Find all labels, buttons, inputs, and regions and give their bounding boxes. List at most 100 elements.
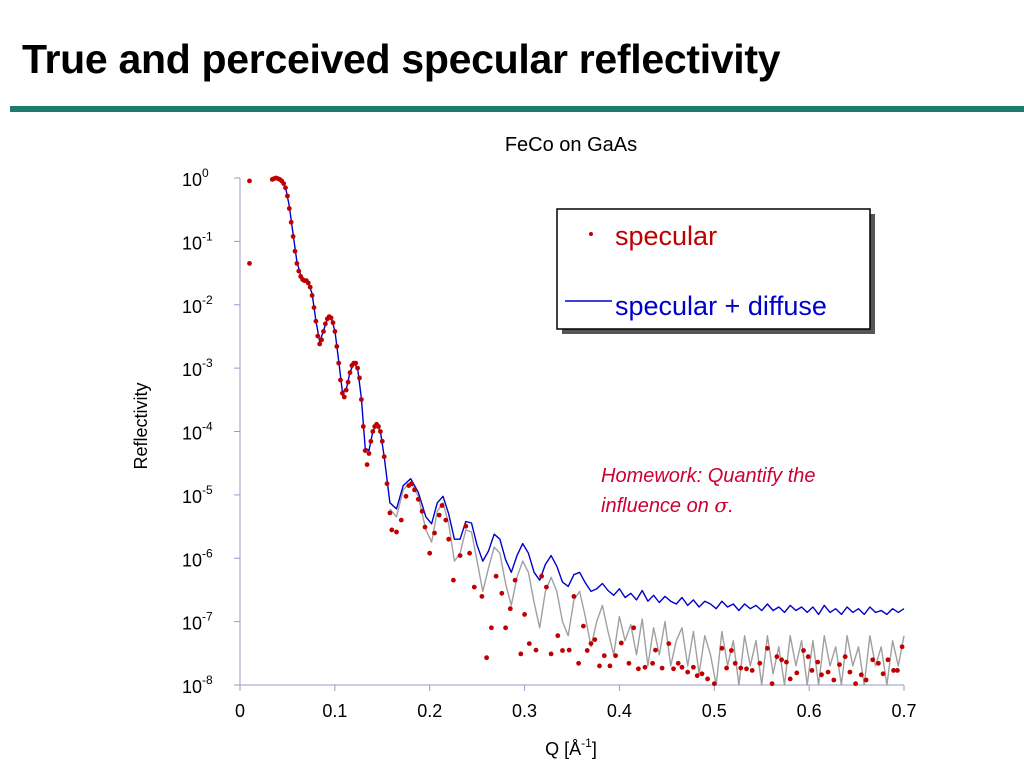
data-point <box>876 660 881 666</box>
data-point <box>338 377 343 383</box>
data-point <box>571 594 577 599</box>
y-tick-exponent: -2 <box>202 293 213 307</box>
data-point <box>463 523 469 529</box>
data-point <box>801 648 806 653</box>
data-point <box>394 529 399 535</box>
data-point <box>334 344 340 349</box>
data-point <box>653 647 658 653</box>
data-point <box>618 640 624 646</box>
data-point <box>286 206 292 211</box>
series-specular-points <box>247 175 905 687</box>
y-tick-base: 10 <box>182 170 202 190</box>
data-point <box>443 517 449 523</box>
data-point <box>899 644 905 650</box>
data-point <box>309 293 315 298</box>
data-point <box>607 663 613 669</box>
data-point <box>294 261 300 266</box>
data-point <box>359 397 364 402</box>
data-point <box>597 663 602 669</box>
data-point <box>757 660 763 666</box>
data-point <box>539 573 544 579</box>
y-tick-label: 10-8 <box>182 673 213 697</box>
data-point <box>489 625 494 631</box>
y-tick-exponent: -1 <box>202 229 213 243</box>
data-point <box>360 424 366 429</box>
x-tick-label: 0.4 <box>607 701 632 721</box>
data-point <box>471 584 477 590</box>
slide-title: True and perceived specular reflectivity <box>22 36 781 82</box>
y-tick-base: 10 <box>182 233 202 253</box>
data-point <box>317 341 323 347</box>
data-point <box>659 665 665 671</box>
data-point <box>439 503 445 508</box>
x-tick-label: 0.7 <box>891 701 916 721</box>
data-point <box>885 657 891 663</box>
data-point <box>347 370 353 375</box>
legend-specular-marker <box>589 232 593 236</box>
plot-axes <box>234 177 905 691</box>
data-point <box>409 481 415 487</box>
data-point <box>436 512 442 518</box>
y-tick-base: 10 <box>182 487 202 507</box>
data-point <box>626 660 632 666</box>
data-point <box>694 673 700 679</box>
data-point <box>576 660 581 666</box>
data-point <box>305 280 311 286</box>
data-point <box>548 651 554 657</box>
data-point <box>290 234 296 239</box>
legend: specular specular + diffuse <box>556 208 875 334</box>
y-tick-base: 10 <box>182 677 202 697</box>
data-point <box>613 653 618 659</box>
data-point <box>671 666 676 672</box>
data-point <box>642 664 648 670</box>
data-point <box>749 668 755 673</box>
y-tick-label: 10-1 <box>182 229 213 253</box>
y-tick-base: 10 <box>182 424 202 444</box>
x-tick-label: 0.2 <box>417 701 442 721</box>
data-point <box>419 508 425 514</box>
y-tick-exponent: -8 <box>202 673 213 687</box>
x-axis-label: Q [Å-1] <box>545 736 597 759</box>
series-line <box>272 177 905 616</box>
legend-box <box>556 208 871 330</box>
series-grey-line <box>389 481 905 686</box>
y-tick-exponent: 0 <box>202 166 209 180</box>
data-point <box>765 645 770 651</box>
data-point <box>805 654 811 660</box>
data-point <box>432 530 437 536</box>
data-point <box>313 318 319 324</box>
data-point <box>794 670 800 676</box>
y-tick-label: 10-4 <box>182 420 213 444</box>
data-point <box>588 641 594 646</box>
data-point <box>340 390 345 396</box>
data-point <box>507 606 513 612</box>
data-point <box>403 493 409 499</box>
homework-note-suffix: . <box>728 495 734 517</box>
data-point <box>831 677 837 683</box>
data-point <box>787 676 793 682</box>
data-point <box>847 669 853 675</box>
data-point <box>315 333 321 339</box>
homework-note-line-1: Homework: Quantify the <box>601 465 816 487</box>
data-point <box>679 664 685 670</box>
data-point <box>650 660 655 666</box>
data-point <box>738 665 744 671</box>
data-point <box>880 671 886 677</box>
data-point <box>479 594 485 599</box>
y-tick-label: 10-6 <box>182 546 213 570</box>
data-point <box>422 524 428 530</box>
data-point <box>321 329 326 334</box>
data-point <box>581 623 586 629</box>
tick-labels: 0 0.1 0.2 0.3 0.4 0.5 0.6 0.710010-110-210-310-… <box>182 166 917 721</box>
data-point <box>345 379 351 385</box>
y-tick-label: 10-3 <box>182 356 213 380</box>
data-point <box>705 676 710 682</box>
data-point <box>336 360 342 366</box>
y-tick-exponent: -7 <box>202 610 213 624</box>
data-point <box>895 668 900 673</box>
y-tick-label: 10-5 <box>182 483 213 507</box>
data-point <box>769 681 775 687</box>
data-point <box>484 655 489 661</box>
data-point <box>891 668 896 673</box>
y-tick-label: 100 <box>182 166 209 190</box>
